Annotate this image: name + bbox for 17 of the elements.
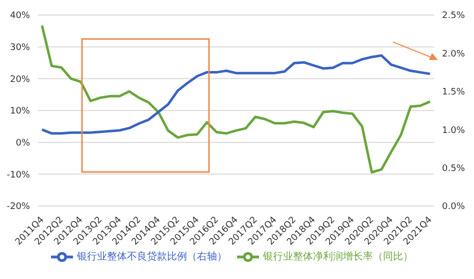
legend-label: 银行业整体净利润增长率（同比） [263, 252, 413, 263]
y2-tick-label: 2.5% [442, 11, 466, 22]
y-tick-label: -10% [6, 170, 30, 180]
line-series [40, 24, 432, 174]
y2-tick-label: 0.5% [442, 164, 466, 174]
line-series [40, 54, 432, 135]
y-tick-label: 0% [16, 138, 30, 149]
y2-tick-label: 0.0% [442, 202, 466, 212]
legend-label: 银行业整体不良贷款比例（右轴） [77, 252, 227, 263]
y2-tick-label: 1.0% [442, 126, 466, 136]
y2-tick-label: 2.0% [442, 49, 466, 60]
y-tick-label: 20% [10, 74, 30, 85]
y-tick-label: 30% [10, 43, 30, 54]
y-tick-label: -20% [6, 202, 30, 212]
y2-tick-label: 1.5% [442, 88, 466, 98]
y-tick-label: 10% [10, 106, 30, 117]
y-tick-label: 40% [10, 11, 30, 22]
